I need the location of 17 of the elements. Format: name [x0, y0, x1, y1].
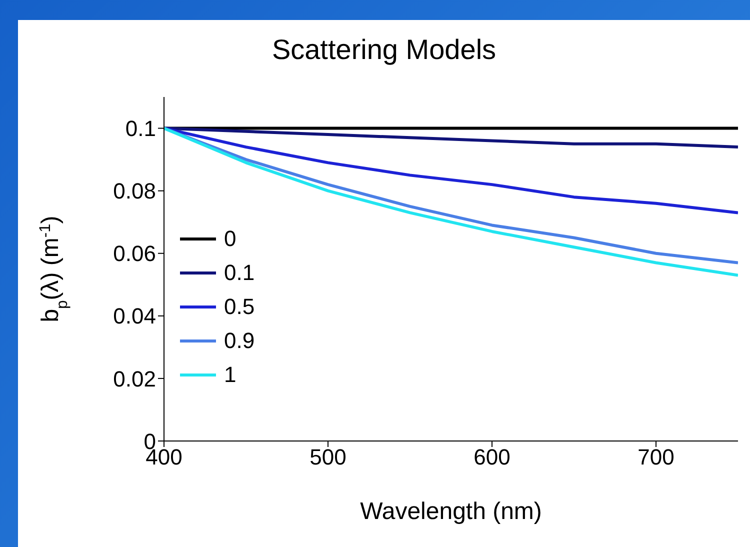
legend-label: 0.5 [224, 294, 255, 320]
y-tick-label: 0.02 [113, 366, 156, 392]
chart-title: Scattering Models [270, 34, 498, 66]
x-tick-label: 700 [638, 444, 674, 470]
x-tick-label: 600 [474, 444, 510, 470]
y-tick-label: 0.04 [113, 304, 156, 329]
line-series [164, 126, 738, 149]
y-tick-label: 0.08 [113, 178, 156, 204]
legend-label: 0.9 [224, 328, 255, 354]
x-axis-title: Wavelength (nm) [360, 498, 542, 525]
y-tick-label: 0.06 [113, 241, 156, 266]
legend-label: 0.1 [224, 260, 255, 286]
legend-label: 0 [224, 226, 236, 252]
legend-label: 1 [224, 362, 236, 388]
x-tick-label: 500 [310, 444, 346, 470]
line-series [164, 126, 738, 214]
y-tick-label: 0.1 [125, 116, 156, 142]
